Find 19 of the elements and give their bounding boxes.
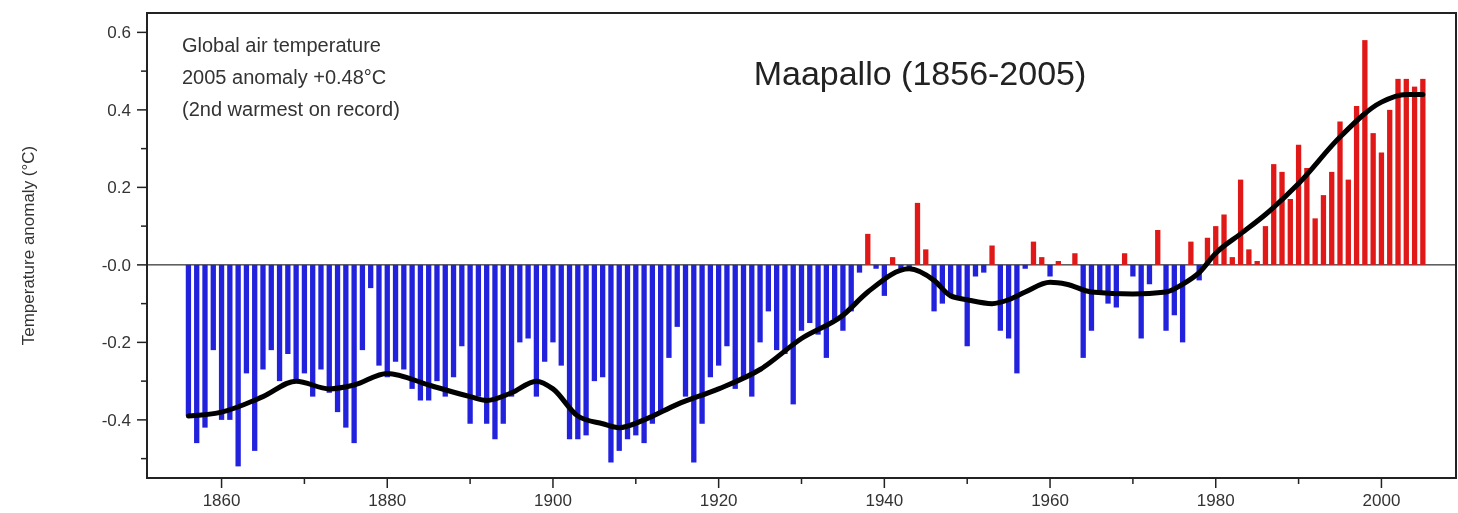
y-axis-title: Temperature anomaly (°C) [19,145,38,346]
y-tick-label: -0.4 [101,410,131,430]
y-tick-label: 0.2 [107,178,131,198]
x-tick-label: 1880 [368,491,407,510]
y-tick-label: -0.0 [101,255,131,275]
x-tick-label: 1860 [202,491,241,510]
text: Maapallo (1856-2005) [753,54,1087,92]
x-tick-label: 2000 [1362,491,1401,510]
x-tick-label: 1980 [1196,491,1235,510]
x-tick-label: 1900 [534,491,572,510]
annotation: (2nd warmest on record) [182,98,400,120]
x-tick-label: 1940 [865,491,904,510]
x-tick-label: 1960 [1031,491,1069,510]
y-tick-label: 0.6 [107,23,131,43]
y-tick-label: 0.4 [107,100,131,120]
annotation: Global air temperature [182,34,381,56]
x-tick-label: 1920 [699,491,738,510]
y-tick-label: -0.2 [101,333,131,353]
annotation: 2005 anomaly +0.48°C [182,66,387,88]
